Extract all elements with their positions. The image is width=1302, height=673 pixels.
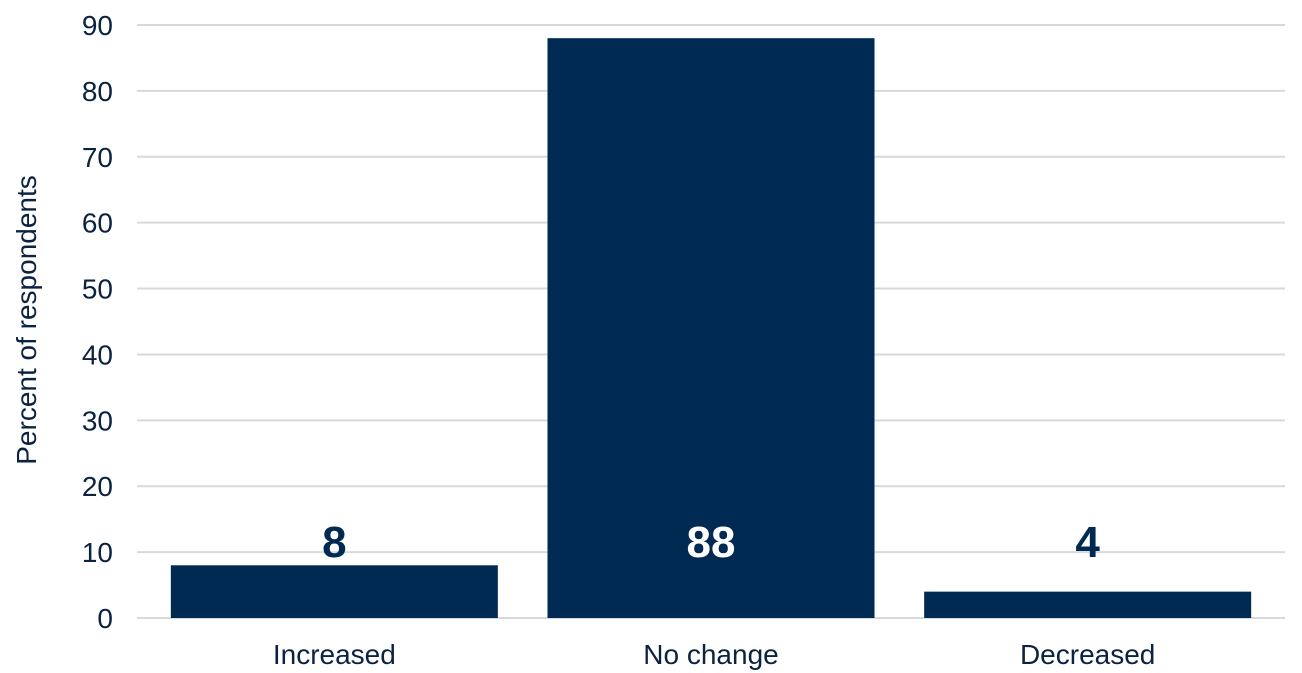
data-label: 4 <box>1075 518 1100 567</box>
y-tick-label: 30 <box>82 405 113 436</box>
y-tick-label: 90 <box>82 10 113 41</box>
y-tick-label: 70 <box>82 142 113 173</box>
data-label: 88 <box>687 518 736 567</box>
data-label: 8 <box>322 518 346 567</box>
bar-no-change <box>547 38 875 618</box>
bar-decreased <box>924 591 1252 618</box>
x-tick-label: No change <box>643 639 778 670</box>
y-axis-ticks: 0 10 20 30 40 50 60 70 80 90 <box>82 10 113 634</box>
y-tick-label: 80 <box>82 76 113 107</box>
y-tick-label: 20 <box>82 471 113 502</box>
x-tick-label: Decreased <box>1020 639 1155 670</box>
bar-increased <box>170 565 498 618</box>
x-axis-ticks: Increased No change Decreased <box>273 639 1156 670</box>
data-labels: 8 88 4 <box>322 518 1100 567</box>
bars <box>170 38 1252 618</box>
y-tick-label: 0 <box>97 603 113 634</box>
y-tick-label: 50 <box>82 274 113 305</box>
x-tick-label: Increased <box>273 639 396 670</box>
y-axis-title: Percent of respondents <box>11 175 42 465</box>
y-tick-label: 40 <box>82 339 113 370</box>
y-tick-label: 60 <box>82 208 113 239</box>
y-tick-label: 10 <box>82 537 113 568</box>
